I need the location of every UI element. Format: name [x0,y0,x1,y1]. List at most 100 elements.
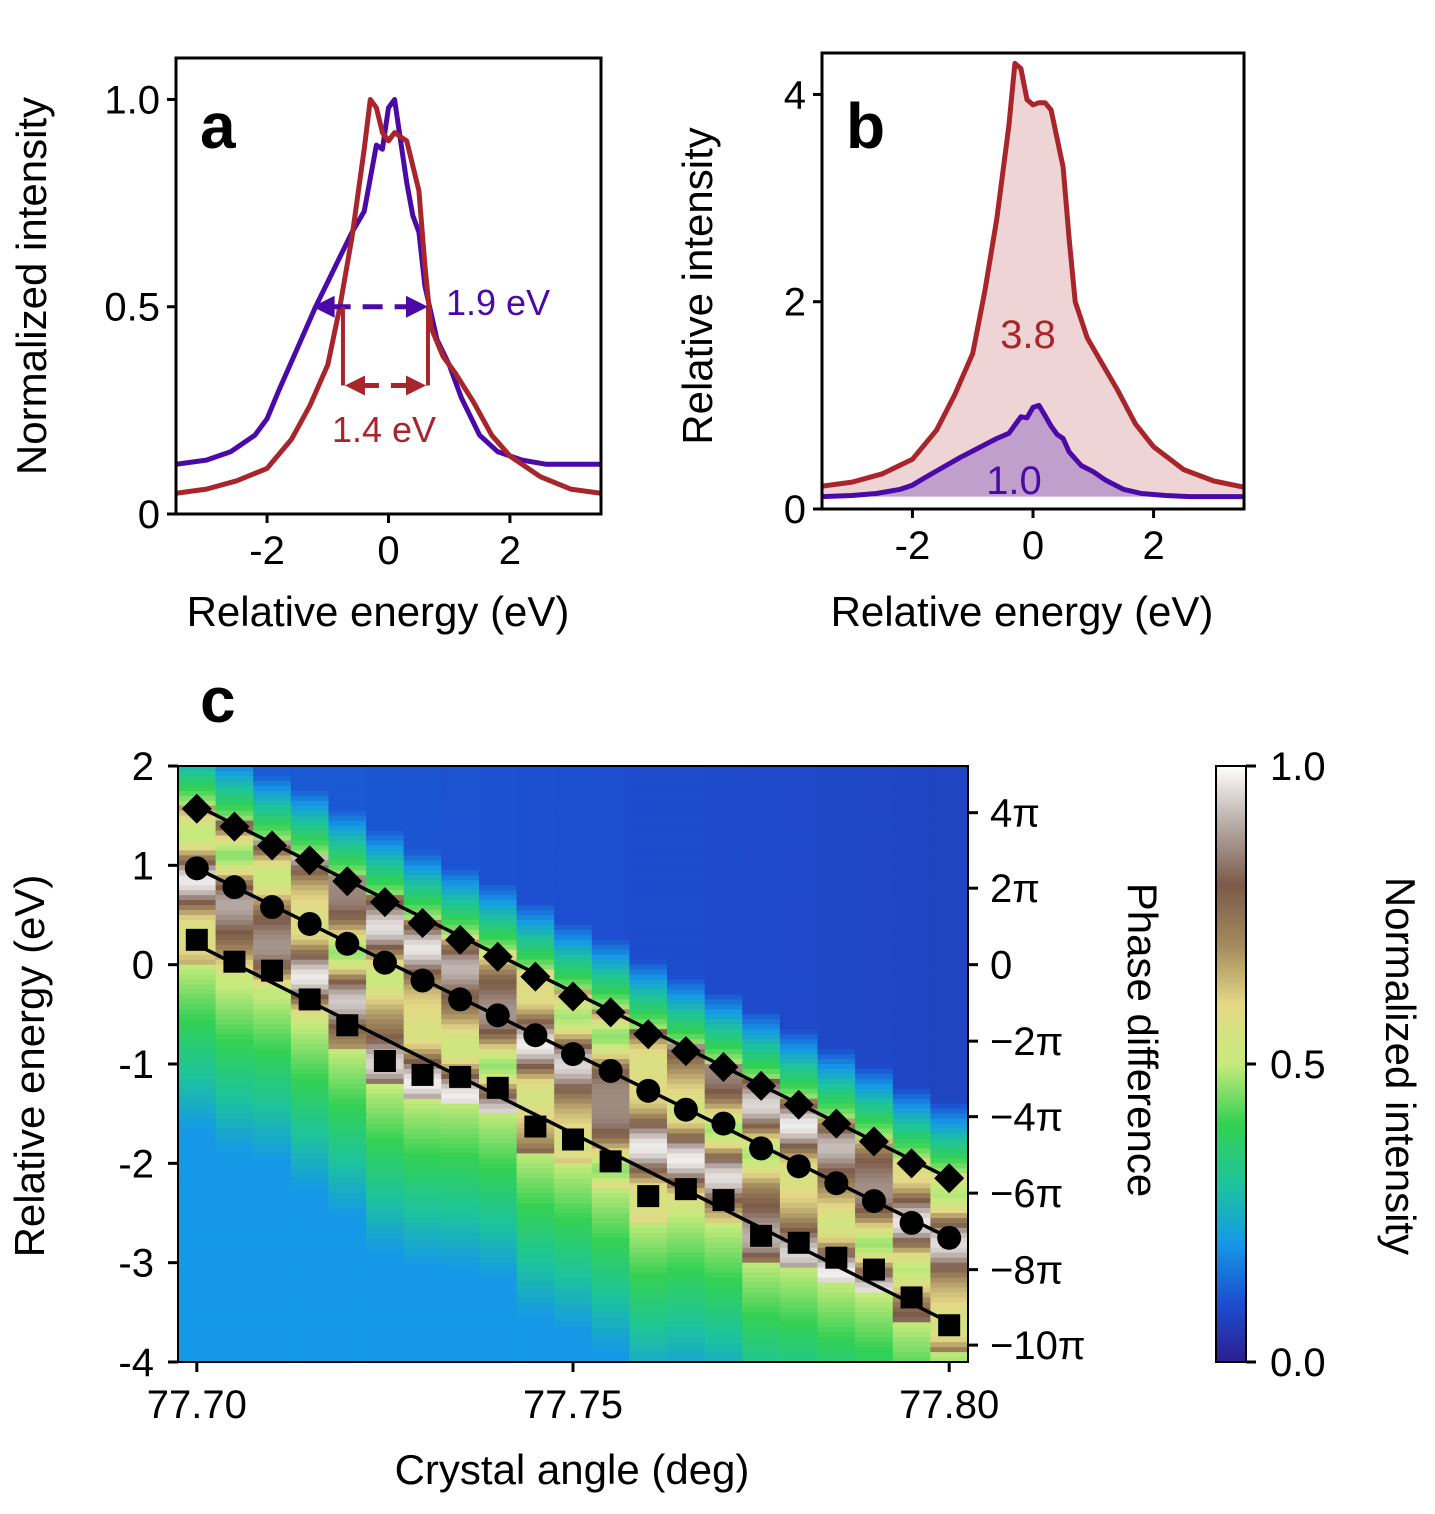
marker-square [787,1231,810,1254]
panel-a-ytick-label: 0.5 [104,286,160,330]
panel-c-ylabel: Relative energy (eV) [6,875,53,1258]
marker-diamond [934,1163,965,1194]
panel-a-xtick-label: -2 [249,529,285,573]
phase-tick-label: 0 [990,944,1012,988]
marker-circle [636,1078,661,1103]
arrowhead-right-red [405,375,426,396]
heatmap-column [328,766,367,1362]
colorbar-tick-label: 0.5 [1270,1043,1326,1087]
phase-tick-label: −4π [990,1096,1063,1140]
panel-c-ytick-label: 0 [132,944,154,988]
panel-c-ylabel-right: Phase difference [1119,883,1166,1197]
marker-square [674,1178,697,1201]
marker-diamond [257,830,288,861]
panel-a-label: a [200,90,236,162]
area-label-red: 3.8 [1000,313,1056,357]
phase-tick-label: −2π [990,1020,1063,1064]
marker-diamond [369,887,400,918]
marker-diamond [783,1089,814,1120]
marker-square [261,959,284,982]
panel-c-xtick-label: 77.80 [899,1383,999,1427]
marker-diamond [595,997,626,1028]
marker-diamond [858,1126,889,1157]
panel-b-label: b [846,90,885,162]
heatmap-column [479,766,518,1362]
line-red [176,97,601,496]
marker-circle [448,987,473,1012]
line-purple [176,97,601,467]
marker-circle [335,931,360,956]
panel-c-ytick-label: -3 [118,1242,154,1286]
annotation-1-4-ev: 1.4 eV [332,409,436,450]
marker-circle [523,1023,548,1048]
marker-circle [561,1042,585,1067]
marker-square [938,1314,961,1337]
panel-c-xtick-label: 77.70 [147,1383,247,1427]
panel-a-ticks: -2 0 2 0 0.5 1.0 [104,78,521,573]
marker-diamond [294,845,325,876]
marker-diamond [633,1019,664,1050]
colorbar-ticks: 0.0 0.5 1.0 [1246,745,1326,1385]
heatmap-column [629,766,668,1362]
colorbar-tick-label: 1.0 [1270,745,1326,789]
panel-c: c 77.70 77.75 77.80 -4 -3 -2 -1 0 1 2 4π 2π 0 −2π −4π −… [6,664,1424,1493]
panel-c-ytick-label: 2 [132,745,154,789]
panel-b-xtick-label: 2 [1142,524,1164,568]
marker-square [524,1115,547,1138]
marker-diamond [670,1036,701,1067]
panel-b-xtick-label: 0 [1022,524,1044,568]
phase-tick-label: −8π [990,1249,1063,1293]
marker-square [449,1065,472,1088]
panel-b-ytick-label: 2 [784,281,806,325]
panel-a-ytick-label: 0 [138,493,160,537]
marker-circle [749,1136,774,1161]
marker-square [825,1246,848,1269]
marker-circle [861,1189,886,1214]
phase-tick-label: −6π [990,1172,1063,1216]
arrowhead-left-red [344,375,365,396]
line-purple [822,402,1244,500]
heatmap-column [516,766,555,1362]
heatmap-column [290,766,330,1362]
heatmap-column [441,766,480,1362]
marker-diamond [482,941,513,972]
marker-diamond [445,924,476,955]
heatmap-column [366,766,405,1362]
marker-square [750,1224,773,1247]
area-fill-purple [822,405,1244,497]
arrowhead-left-purple [312,295,335,318]
marker-square [185,928,208,951]
marker-square [599,1150,622,1173]
panel-c-xlabel: Crystal angle (deg) [395,1446,750,1493]
heatmap-area [178,766,968,1362]
panel-c-ytick-label: -4 [118,1341,154,1385]
marker-circle [485,1003,510,1028]
heatmap-column [178,766,217,1362]
marker-circle [184,856,209,881]
panel-a-xtick-label: 2 [499,529,521,573]
marker-circle [937,1225,962,1250]
marker-square [900,1286,923,1309]
marker-square [712,1189,735,1212]
marker-square [562,1128,584,1151]
phase-tick-label: 4π [990,792,1040,836]
marker-square [486,1076,509,1099]
marker-circle [222,875,247,900]
marker-diamond [708,1051,739,1082]
heatmap-column [742,766,781,1362]
marker-circle [372,950,397,975]
marker-square [223,950,246,973]
panel-a: -2 0 2 0 0.5 1.0 a Relative energy (eV) Norma… [8,56,603,635]
area-fill-red [822,63,1244,497]
heatmap-column [930,766,968,1362]
marker-circle [824,1171,849,1196]
marker-square [862,1258,885,1281]
panel-b-xlabel: Relative energy (eV) [831,588,1214,635]
colorbar-label: Normalized intensity [1377,877,1424,1255]
phase-tick-label: 2π [990,867,1040,911]
marker-diamond [896,1148,927,1179]
panel-b-xtick-label: -2 [895,524,931,568]
marker-circle [410,968,435,993]
heatmap-column [892,766,931,1362]
